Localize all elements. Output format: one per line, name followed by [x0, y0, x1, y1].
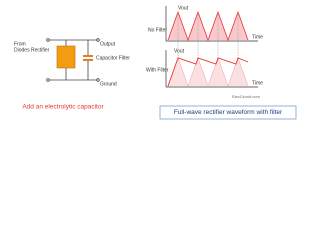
output-label: Output	[100, 41, 116, 47]
capacitor-label: Capacitor Filter	[96, 55, 130, 61]
axis-label: Vout	[174, 48, 185, 54]
ground-label: Ground	[100, 81, 117, 87]
capacitor-plate	[83, 55, 93, 57]
axis-label: Vout	[178, 5, 189, 11]
terminal	[46, 78, 50, 82]
time-label: Time	[252, 34, 263, 40]
rectifier-block	[56, 45, 76, 69]
credit: ElecCircuit.com	[232, 94, 260, 99]
capacitor-plate	[83, 59, 93, 61]
page: From Diodes Rectifier Output Capacitor F…	[14, 5, 297, 120]
circuit	[46, 38, 100, 82]
wave-label: No Filter	[148, 27, 167, 33]
caption-box	[159, 105, 297, 120]
wave	[167, 57, 249, 87]
input-label: From	[14, 41, 26, 47]
input-label: Diodes Rectifier	[14, 47, 50, 53]
waveform-top	[165, 6, 258, 42]
time-label: Time	[252, 80, 263, 86]
caption: Full-wave rectifier waveform with filter	[174, 109, 283, 116]
caption: Add an electrolytic capacitor	[22, 104, 104, 111]
wave	[167, 10, 249, 42]
wave-label: With Filter	[146, 67, 169, 73]
wave-ghost	[167, 57, 249, 87]
guides	[177, 12, 239, 58]
waveform-bottom	[165, 50, 258, 88]
terminal	[46, 38, 50, 42]
terminal	[96, 38, 100, 42]
terminal	[96, 78, 100, 82]
